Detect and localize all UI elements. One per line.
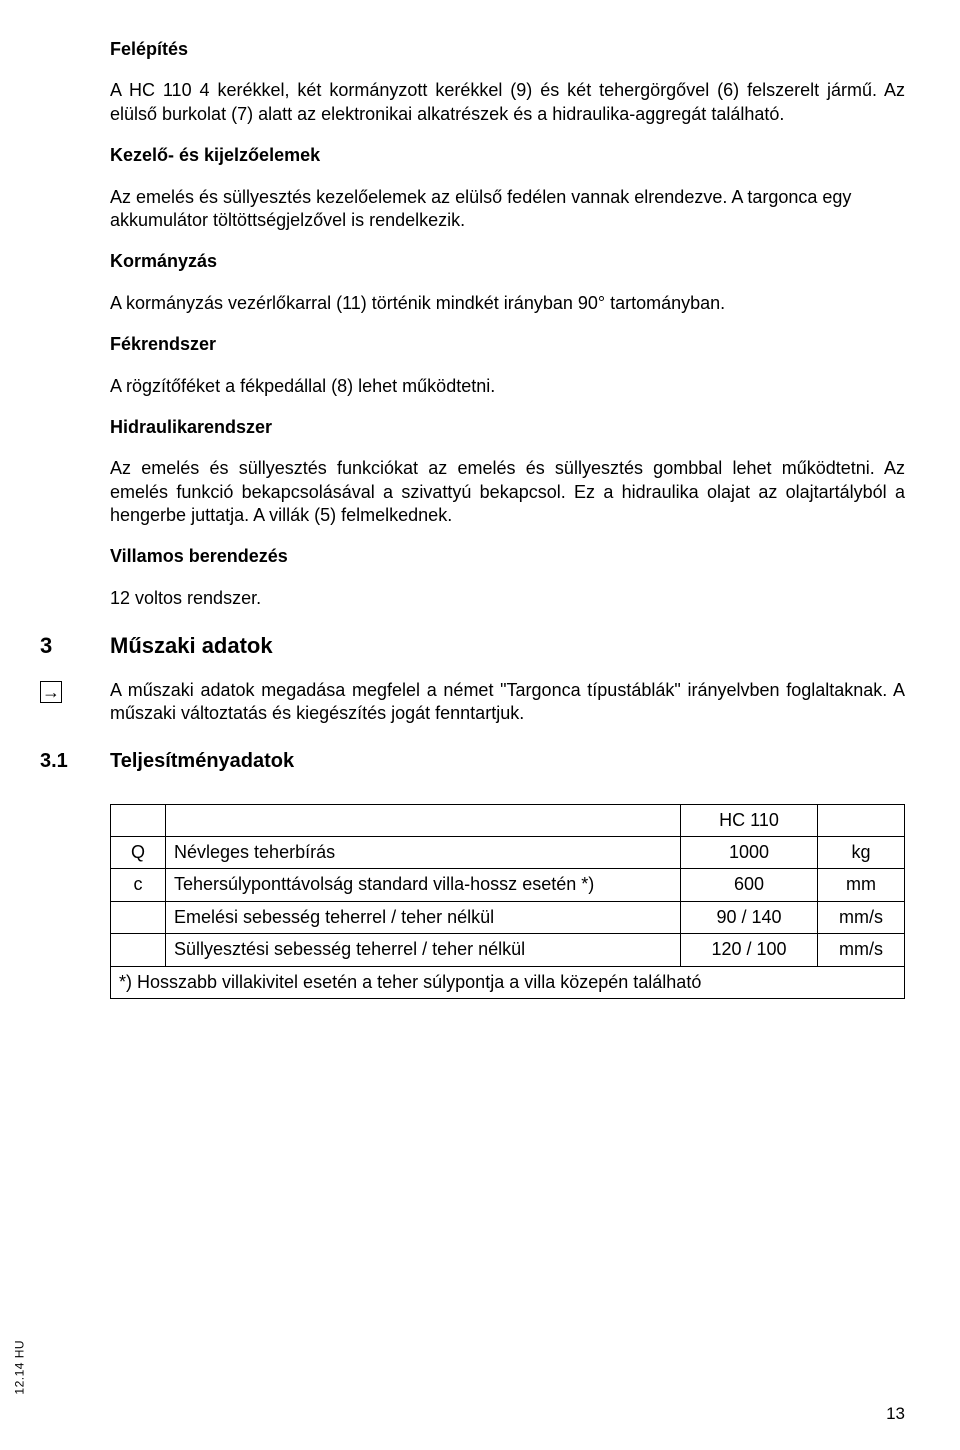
para-fekrendszer: A rögzítőféket a fékpedállal (8) lehet m…: [110, 375, 905, 398]
note-row: → A műszaki adatok megadása megfelel a n…: [110, 679, 905, 726]
note-muszaki: A műszaki adatok megadása megfelel a ném…: [110, 679, 905, 726]
table-cell-label: Névleges teherbírás: [166, 837, 681, 869]
para-villamos: 12 voltos rendszer.: [110, 587, 905, 610]
table-cell-label: Emelési sebesség teherrel / teher nélkül: [166, 901, 681, 933]
para-hidraulika: Az emelés és süllyesztés funkciókat az e…: [110, 457, 905, 527]
table-cell-label: Tehersúlyponttávolság standard villa-hos…: [166, 869, 681, 901]
table-row: Emelési sebesség teherrel / teher nélkül…: [111, 901, 905, 933]
page-number: 13: [886, 1403, 905, 1425]
table-cell-value: 90 / 140: [681, 901, 818, 933]
page-container: Felépítés A HC 110 4 kerékkel, két kormá…: [0, 0, 960, 1450]
section-number-3: 3: [40, 632, 52, 661]
heading-fekrendszer: Fékrendszer: [110, 333, 905, 356]
section-number-31: 3.1: [40, 748, 68, 774]
table-cell-value: 1000: [681, 837, 818, 869]
table-cell-unit: mm: [818, 869, 905, 901]
table-cell-unit: mm/s: [818, 901, 905, 933]
table-cell-sym: Q: [111, 837, 166, 869]
table-row: Süllyesztési sebesség teherrel / teher n…: [111, 934, 905, 966]
table-cell-unit: kg: [818, 837, 905, 869]
heading-villamos: Villamos berendezés: [110, 545, 905, 568]
table-cell-sym: c: [111, 869, 166, 901]
heading-hidraulika: Hidraulikarendszer: [110, 416, 905, 439]
table-cell-unit: mm/s: [818, 934, 905, 966]
heading-muszaki-adatok: Műszaki adatok: [110, 632, 905, 661]
section-31-row: 3.1 Teljesítményadatok: [110, 748, 905, 774]
performance-table: HC 110 Q Névleges teherbírás 1000 kg c T…: [110, 804, 905, 999]
table-cell-empty: [818, 804, 905, 836]
table-footnote-row: *) Hosszabb villakivitel esetén a teher …: [111, 966, 905, 998]
heading-felepites: Felépítés: [110, 38, 905, 61]
table-row: Q Névleges teherbírás 1000 kg: [111, 837, 905, 869]
table-cell-value: 600: [681, 869, 818, 901]
table-footnote: *) Hosszabb villakivitel esetén a teher …: [111, 966, 905, 998]
table-row: c Tehersúlyponttávolság standard villa-h…: [111, 869, 905, 901]
heading-teljesitmeny: Teljesítményadatok: [110, 748, 905, 774]
para-kormanyzas: A kormányzás vezérlőkarral (11) történik…: [110, 292, 905, 315]
table-cell-empty: [111, 804, 166, 836]
para-kezelo: Az emelés és süllyesztés kezelőelemek az…: [110, 186, 905, 233]
para-felepites: A HC 110 4 kerékkel, két kormányzott ker…: [110, 79, 905, 126]
table-cell-empty: [166, 804, 681, 836]
table-header-model: HC 110: [681, 804, 818, 836]
heading-kormanyzas: Kormányzás: [110, 250, 905, 273]
table-cell-value: 120 / 100: [681, 934, 818, 966]
section-3-row: 3 Műszaki adatok: [110, 632, 905, 661]
table-cell-sym: [111, 934, 166, 966]
table-cell-label: Süllyesztési sebesség teherrel / teher n…: [166, 934, 681, 966]
table-header-row: HC 110: [111, 804, 905, 836]
arrow-icon: →: [40, 681, 62, 703]
heading-kezelo: Kezelő- és kijelzőelemek: [110, 144, 905, 167]
side-label: 12.14 HU: [12, 1340, 28, 1395]
table-cell-sym: [111, 901, 166, 933]
